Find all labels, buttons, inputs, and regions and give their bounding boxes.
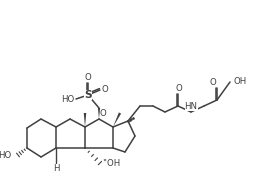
Text: O: O [209, 78, 216, 87]
Text: ''OH: ''OH [102, 159, 120, 167]
Text: OH: OH [233, 77, 246, 85]
Text: HN: HN [185, 102, 197, 111]
Text: O: O [176, 84, 182, 93]
Text: O: O [85, 73, 91, 82]
Text: HO: HO [61, 95, 74, 103]
Text: S: S [84, 90, 92, 100]
Text: HO: HO [0, 151, 11, 159]
Polygon shape [84, 113, 86, 127]
Text: O: O [101, 85, 108, 95]
Polygon shape [113, 112, 121, 127]
Polygon shape [98, 108, 100, 119]
Text: O: O [100, 109, 107, 118]
Text: H: H [53, 164, 59, 173]
